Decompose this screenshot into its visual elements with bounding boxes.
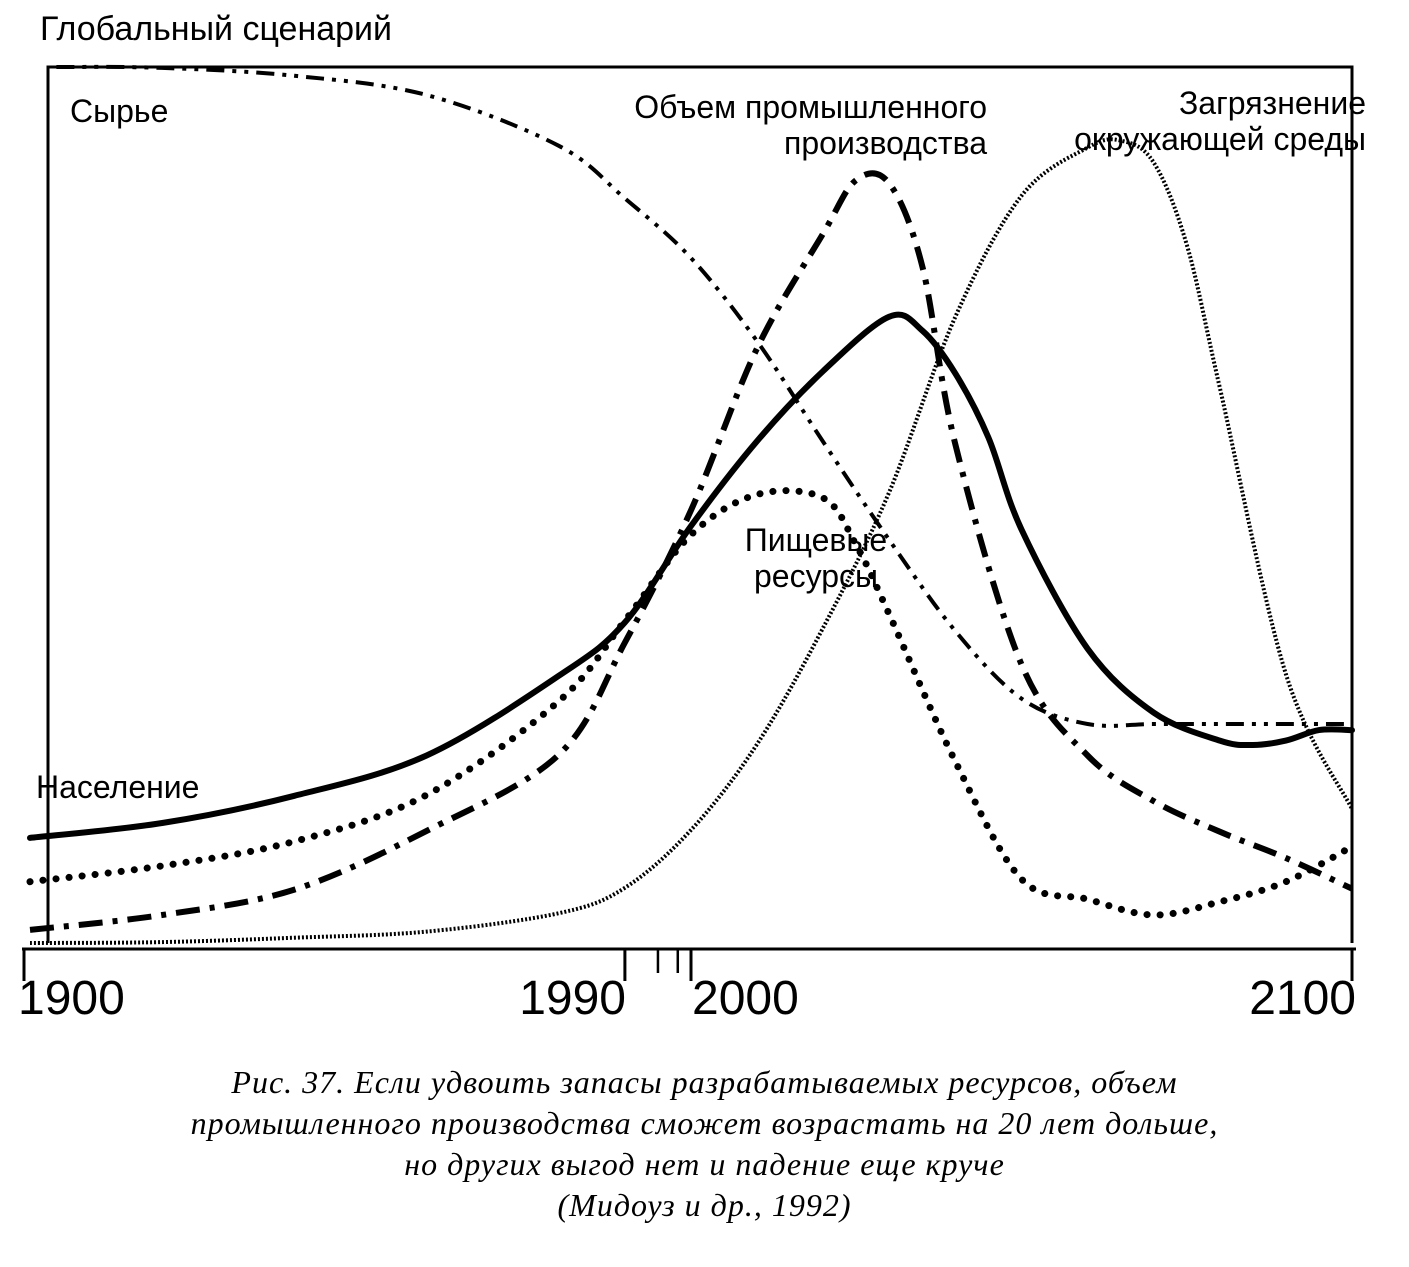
series-label-food-line-1: Пищевые (745, 522, 887, 558)
series-label-pollution-line-1: Загрязнение (1179, 85, 1366, 121)
series-label-food-line-2: ресурсы (754, 558, 878, 594)
x-tick-label-2000: 2000 (692, 972, 799, 1025)
series-line-population (27, 311, 1355, 841)
x-tick-label-1900: 1900 (18, 972, 125, 1025)
caption-line-3: но других выгод нет и падение еще круче (404, 1146, 1005, 1182)
caption-line-2: промышленного производства сможет возрас… (190, 1105, 1219, 1141)
series-label-industrial-output-line-1: Объем промышленного (634, 89, 987, 125)
series-line-food (26, 487, 1356, 919)
caption-line-4: (Мидоуз и др., 1992) (557, 1187, 852, 1223)
series-line-industrial-output (29, 170, 1354, 933)
series-line-pollution (29, 137, 1354, 945)
plot-frame (46, 65, 1354, 943)
chart-title: Глобальный сценарий (40, 10, 393, 48)
series-label-population: Население (36, 769, 199, 805)
figure-caption: Рис. 37. Если удвоить запасы разрабатыва… (0, 1062, 1409, 1226)
x-tick-label-1990: 1990 (519, 972, 626, 1025)
series-label-pollution-line-2: окружающей среды (1074, 121, 1366, 157)
series-label-raw-materials: Сырье (70, 93, 168, 129)
series-line-raw-materials (56, 64, 1352, 728)
series-label-industrial-output-line-2: производства (784, 125, 987, 161)
x-tick-label-2100: 2100 (1249, 972, 1356, 1025)
caption-line-1: Рис. 37. Если удвоить запасы разрабатыва… (231, 1064, 1178, 1100)
